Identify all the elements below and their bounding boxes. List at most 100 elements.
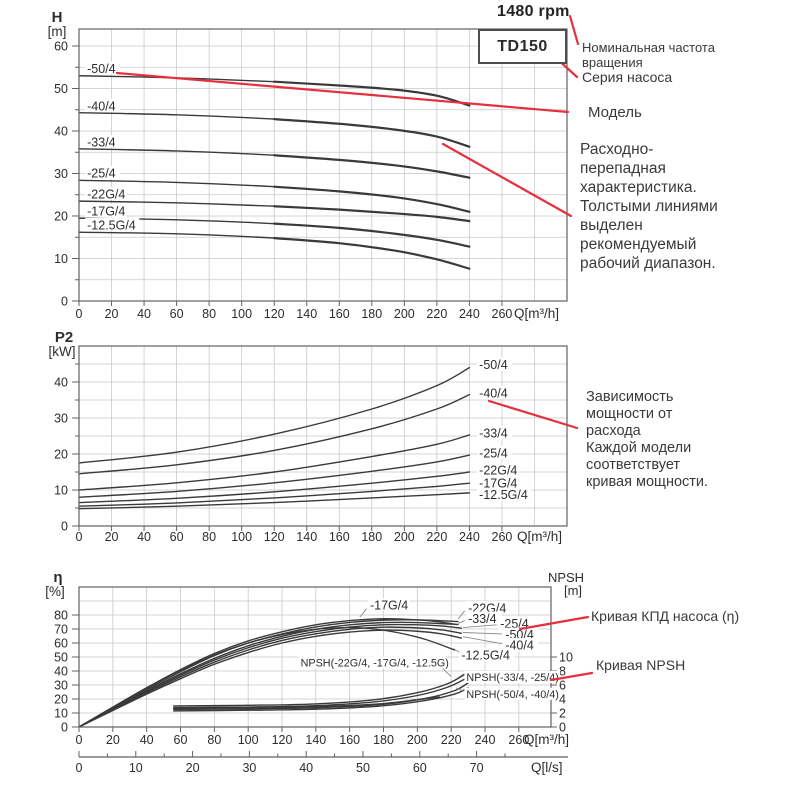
- y-tick-label: 70: [54, 623, 68, 637]
- curve--12.5G-4: [78, 626, 456, 728]
- callout-line: [568, 14, 580, 46]
- npsh-group-label: NPSH(-33/4, -25/4): [466, 672, 558, 684]
- x-tick-label: 140: [296, 307, 317, 321]
- npsh-tick-label: 0: [559, 721, 566, 735]
- x-tick-label: 180: [361, 307, 382, 321]
- x-axis-title: Q[m³/h]: [524, 732, 569, 747]
- y-tick-label: 0: [61, 721, 68, 735]
- curve-npsh-40-4: [173, 687, 469, 712]
- x-tick-label: 180: [361, 530, 382, 544]
- y-tick-label: 40: [54, 125, 68, 139]
- leader-line: [457, 620, 465, 624]
- npsh-axis-title: [m]: [564, 583, 582, 598]
- x-tick-label: 20: [105, 307, 119, 321]
- x-tick-label: 80: [202, 307, 216, 321]
- curve-label: -17G/4: [87, 204, 125, 218]
- curve-thick-segment: [273, 222, 471, 248]
- curve-thick-segment: [273, 118, 471, 148]
- curve-label: -22G/4: [479, 464, 517, 478]
- chart-efficiency-and-npsh-vs-flow: 0 20 40 60 80 100 120 140 160 180 200 220 240 260Q[m³…: [45, 569, 584, 775]
- callout-line: [549, 671, 594, 682]
- y-tick-label: 40: [54, 376, 68, 390]
- x-tick-label: 60: [170, 307, 184, 321]
- note-npsh-curve: Кривая NPSH: [596, 657, 686, 673]
- curve-npsh-50-4: [173, 682, 469, 711]
- ls-tick-label: 30: [242, 761, 256, 775]
- x-tick-label: 100: [238, 733, 259, 747]
- y-tick-label: 10: [54, 252, 68, 266]
- y-tick-label: 60: [54, 40, 68, 54]
- curve-thick-segment: [273, 185, 471, 213]
- callout-line: [487, 399, 579, 430]
- curve-label: -40/4: [87, 99, 116, 113]
- curve-label: -22G/4: [87, 187, 125, 201]
- x-tick-label: 40: [140, 733, 154, 747]
- curve--17G-4: [78, 618, 456, 728]
- y-tick-label: 20: [54, 448, 68, 462]
- x-tick-label: 260: [492, 307, 513, 321]
- x-tick-label: 220: [441, 733, 462, 747]
- x-tick-label: 60: [174, 733, 188, 747]
- x-tick-label: 160: [329, 530, 350, 544]
- x-axis-title: Q[m³/h]: [517, 529, 562, 544]
- curve-npsh-25-4: [173, 676, 469, 709]
- curve-label: -33/4: [468, 612, 497, 626]
- x-tick-label: 240: [459, 530, 480, 544]
- npsh-group-label: NPSH(-22G/4, -17G/4, -12.5G): [301, 658, 449, 670]
- y-axis-title: [m]: [48, 24, 67, 39]
- y-tick-label: 30: [54, 167, 68, 181]
- curve--50-4: [78, 366, 471, 464]
- y-tick-label: 60: [54, 637, 68, 651]
- x-tick-label: 120: [264, 307, 285, 321]
- x-tick-label: 20: [105, 530, 119, 544]
- ls-axis-title: Q[l/s]: [531, 760, 563, 775]
- x-tick-label: 140: [296, 530, 317, 544]
- note-nominal-speed: Номинальная частота вращения: [582, 40, 715, 70]
- y-tick-label: 50: [54, 82, 68, 96]
- x-tick-label: 160: [339, 733, 360, 747]
- callout-line: [441, 142, 573, 218]
- curve-npsh-small-models: [173, 696, 441, 710]
- curve--50-4: [78, 626, 463, 728]
- curve-thick-segment: [273, 154, 471, 179]
- series-box: TD150: [478, 29, 567, 64]
- x-tick-label: 100: [231, 307, 252, 321]
- npsh-tick-label: 8: [559, 665, 566, 679]
- chart-power-vs-flow: 0 20 40 60 80 100 120 140 160 180 200 220 240 260 Q[m³…: [49, 329, 568, 544]
- x-tick-label: 20: [106, 733, 120, 747]
- curve-label: -17G/4: [370, 599, 408, 613]
- npsh-tick-label: 2: [559, 707, 566, 721]
- curve-label: -33/4: [479, 427, 508, 441]
- x-axis-title: Q[m³/h]: [514, 306, 559, 321]
- x-tick-label: 200: [394, 307, 415, 321]
- ls-tick-label: 10: [129, 761, 143, 775]
- y-tick-label: 50: [54, 651, 68, 665]
- rpm-label: 1480 rpm: [497, 3, 570, 20]
- leader-line: [462, 624, 497, 629]
- ls-tick-label: 70: [470, 761, 484, 775]
- curve--33-4: [78, 621, 459, 728]
- curve-npsh-33-4: [173, 671, 469, 707]
- x-tick-label: 240: [475, 733, 496, 747]
- y-axis-title: [kW]: [49, 344, 76, 359]
- x-tick-label: 140: [305, 733, 326, 747]
- leader-line: [456, 673, 465, 680]
- x-tick-label: 40: [137, 530, 151, 544]
- curve-label: -12.5G/4: [87, 218, 136, 232]
- curve-label: -40/4: [479, 386, 508, 400]
- curve-thick-segment: [273, 237, 471, 270]
- x-tick-label: 120: [264, 530, 285, 544]
- ls-tick-label: 40: [299, 761, 313, 775]
- curve-label: -25/4: [500, 617, 529, 631]
- curve-label: -25/4: [87, 167, 116, 181]
- curve--25-4: [78, 623, 463, 728]
- note-power-curve: Зависимость мощности от расхода Каждой м…: [586, 389, 709, 490]
- y-tick-label: 30: [54, 412, 68, 426]
- x-tick-label: 0: [76, 530, 83, 544]
- y-axis-title: η: [53, 569, 62, 586]
- y-tick-label: 0: [61, 520, 68, 534]
- y-tick-label: 40: [54, 665, 68, 679]
- curve-label: -50/4: [87, 62, 116, 76]
- x-tick-label: 220: [426, 307, 447, 321]
